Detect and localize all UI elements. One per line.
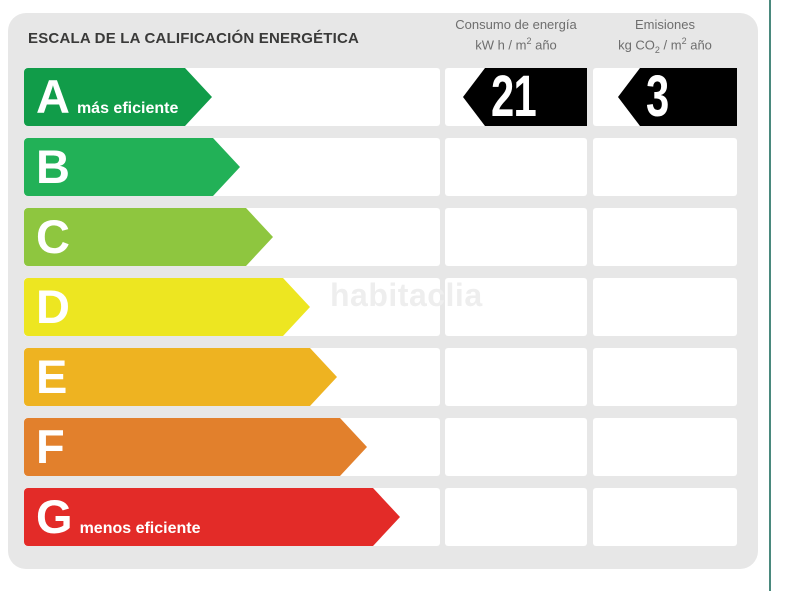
emisiones-value-badge: 3 xyxy=(618,68,737,126)
consumo-cell xyxy=(445,348,587,406)
consumo-units: kW h / m2 año xyxy=(431,33,601,53)
rating-row-g: G menos eficiente xyxy=(0,488,800,546)
rating-row-c: C xyxy=(0,208,800,266)
rating-bar-b: B xyxy=(24,138,240,196)
emisiones-unit-sup: 2 xyxy=(681,36,687,46)
grade-letter: E xyxy=(36,350,68,403)
grade-caption: más eficiente xyxy=(76,100,179,117)
rating-row-e: E xyxy=(0,348,800,406)
emisiones-unit-sub: 2 xyxy=(654,44,660,55)
grade-letter: C xyxy=(36,210,70,263)
emisiones-cell xyxy=(593,488,737,546)
emisiones-value: 3 xyxy=(646,64,669,129)
rating-row-d: D xyxy=(0,278,800,336)
rating-row-a: A más eficiente 21 3 xyxy=(0,68,800,126)
grade-letter: A xyxy=(36,70,70,123)
rating-bar-g: G menos eficiente xyxy=(24,488,400,546)
grade-caption: menos eficiente xyxy=(79,520,201,537)
emisiones-unit-text: kg CO xyxy=(618,37,655,53)
rating-bar-d: D xyxy=(24,278,310,336)
consumo-cell xyxy=(445,418,587,476)
emisiones-cell xyxy=(593,138,737,196)
grade-letter: B xyxy=(36,140,70,193)
column-header-emisiones: Emisiones kg CO2 / m2 año xyxy=(580,16,750,59)
consumo-cell xyxy=(445,488,587,546)
consumo-cell xyxy=(445,208,587,266)
rating-bar-e: E xyxy=(24,348,337,406)
emisiones-cell xyxy=(593,208,737,266)
grade-letter: F xyxy=(36,420,65,473)
consumo-value: 21 xyxy=(491,64,537,129)
consumo-unit-suffix: año xyxy=(531,37,557,53)
emisiones-unit-suffix: año xyxy=(686,37,712,53)
rating-bar-c: C xyxy=(24,208,273,266)
consumo-unit-sup: 2 xyxy=(526,36,532,46)
emisiones-cell xyxy=(593,278,737,336)
consumo-label: Consumo de energía xyxy=(455,17,577,32)
rating-bar-a: A más eficiente xyxy=(24,68,212,126)
emisiones-label: Emisiones xyxy=(635,17,695,32)
right-edge-line xyxy=(769,0,771,591)
scale-title: ESCALA DE LA CALIFICACIÓN ENERGÉTICA xyxy=(28,30,360,47)
watermark: habitaclia xyxy=(330,277,483,313)
emisiones-unit-mid: / m xyxy=(659,37,682,53)
rating-row-b: B xyxy=(0,138,800,196)
consumo-cell xyxy=(445,278,587,336)
consumo-unit-text: kW h / m xyxy=(475,37,527,53)
rating-row-f: F xyxy=(0,418,800,476)
grade-letter: G xyxy=(36,490,73,543)
consumo-value-badge: 21 xyxy=(463,68,587,126)
column-header-consumo: Consumo de energía kW h / m2 año xyxy=(431,16,601,53)
emisiones-units: kg CO2 / m2 año xyxy=(580,33,750,59)
consumo-cell xyxy=(445,138,587,196)
grade-letter: D xyxy=(36,280,70,333)
emisiones-cell xyxy=(593,418,737,476)
emisiones-cell xyxy=(593,348,737,406)
rating-bar-f: F xyxy=(24,418,367,476)
